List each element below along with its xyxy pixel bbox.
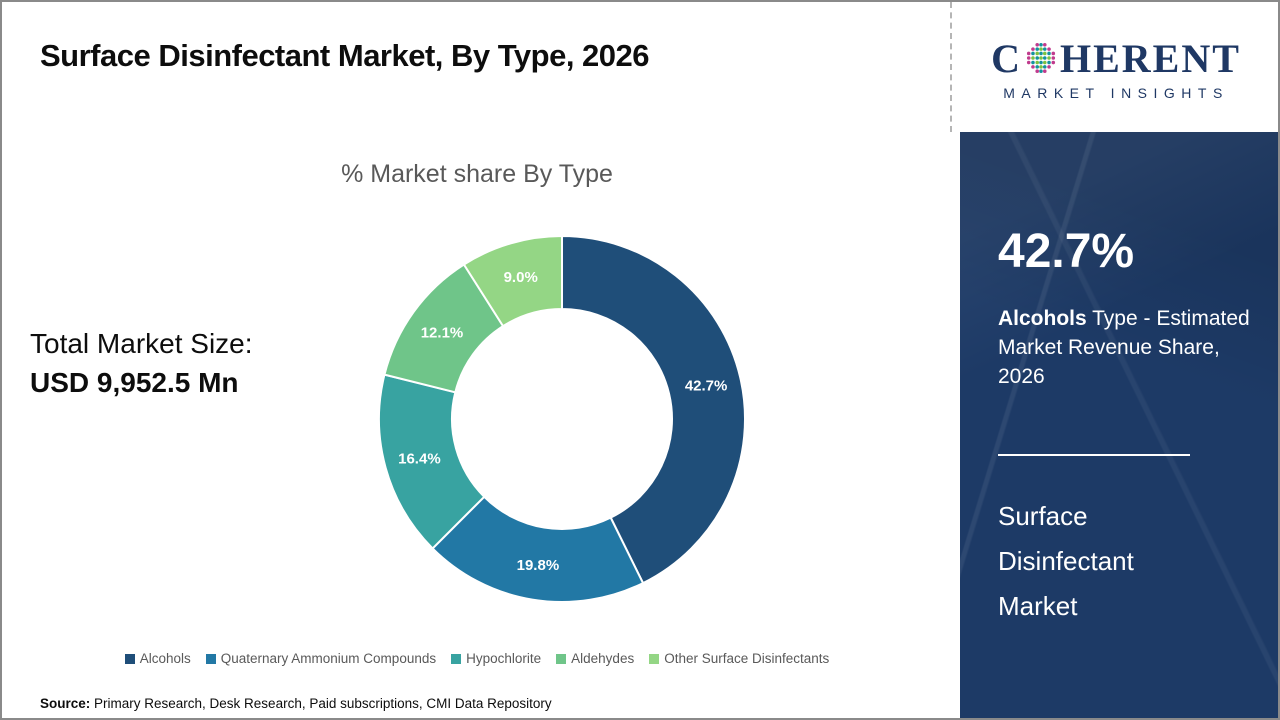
wordmark-herent: HERENT [1059, 36, 1241, 81]
coherent-wordmark: C HERENT [991, 39, 1241, 79]
donut-chart-svg: 42.7% 19.8% 16.4% 12.1% 9.0% [378, 234, 746, 603]
wordmark-c: C [991, 36, 1022, 81]
legend-item: Other Surface Disinfectants [649, 651, 829, 666]
highlight-stat-value: 42.7% [998, 225, 1135, 278]
coherent-globe-icon [1026, 42, 1056, 74]
stat-desc-rest: Type - Estimated Market Revenue Share, 2… [998, 307, 1250, 388]
highlight-stat-description: Alcohols Type - Estimated Market Revenue… [998, 304, 1260, 391]
legend-swatch-icon [124, 653, 135, 664]
legend-item: Hypochlorite [451, 651, 541, 666]
total-market-size-label: Total Market Size: [30, 328, 253, 359]
highlight-panel: 42.7% Alcohols Type - Estimated Market R… [960, 132, 1278, 718]
legend-item: Aldehydes [556, 651, 634, 666]
donut-slice-1 [431, 495, 645, 603]
source-note: Source: Primary Research, Desk Research,… [40, 696, 552, 711]
legend-swatch-icon [451, 653, 462, 664]
slice-value-label: 19.8% [517, 557, 560, 574]
legend-label: Alcohols [139, 651, 191, 666]
report-title: Surface Disinfectant Market [998, 501, 1134, 621]
legend-swatch-icon [649, 653, 660, 664]
sidebar-divider [998, 454, 1190, 456]
donut-slice-4 [462, 234, 563, 328]
legend-label: Aldehydes [571, 651, 635, 666]
total-market-size-value: USD 9,952.5 Mn [30, 367, 239, 398]
legend-label: Quaternary Ammonium Compounds [220, 651, 437, 666]
source-label: Source: [40, 696, 91, 711]
donut-slice-0 [561, 234, 746, 585]
legend-item: Alcohols [124, 651, 191, 666]
legend-label: Other Surface Disinfectants [664, 651, 830, 666]
source-text: Primary Research, Desk Research, Paid su… [90, 696, 552, 711]
legend-item: Quaternary Ammonium Compounds [205, 651, 437, 666]
slice-value-label: 9.0% [504, 269, 538, 286]
coherent-logo: C HERENT MARKET INSIGHTS [950, 2, 1278, 132]
total-market-size-block: Total Market Size: USD 9,952.5 Mn [30, 328, 253, 399]
legend-swatch-icon [556, 653, 567, 664]
chart-legend: Alcohols Quaternary Ammonium Compounds Hyp… [2, 651, 952, 666]
sidebar: C HERENT MARKET INSIGHTS 42.7% Alcohols … [950, 2, 1278, 718]
stat-desc-segment-name: Alcohols [998, 307, 1087, 330]
chart-title: % Market share By Type [341, 160, 613, 188]
page-title: Surface Disinfectant Market, By Type, 20… [40, 38, 650, 73]
slice-value-label: 16.4% [398, 451, 441, 468]
logo-tagline: MARKET INSIGHTS [1003, 85, 1229, 101]
legend-swatch-icon [205, 653, 216, 664]
slice-value-label: 42.7% [685, 377, 728, 394]
legend-label: Hypochlorite [466, 651, 542, 666]
donut-chart: 42.7% 19.8% 16.4% 12.1% 9.0% [377, 234, 747, 604]
slice-value-label: 12.1% [421, 324, 464, 341]
